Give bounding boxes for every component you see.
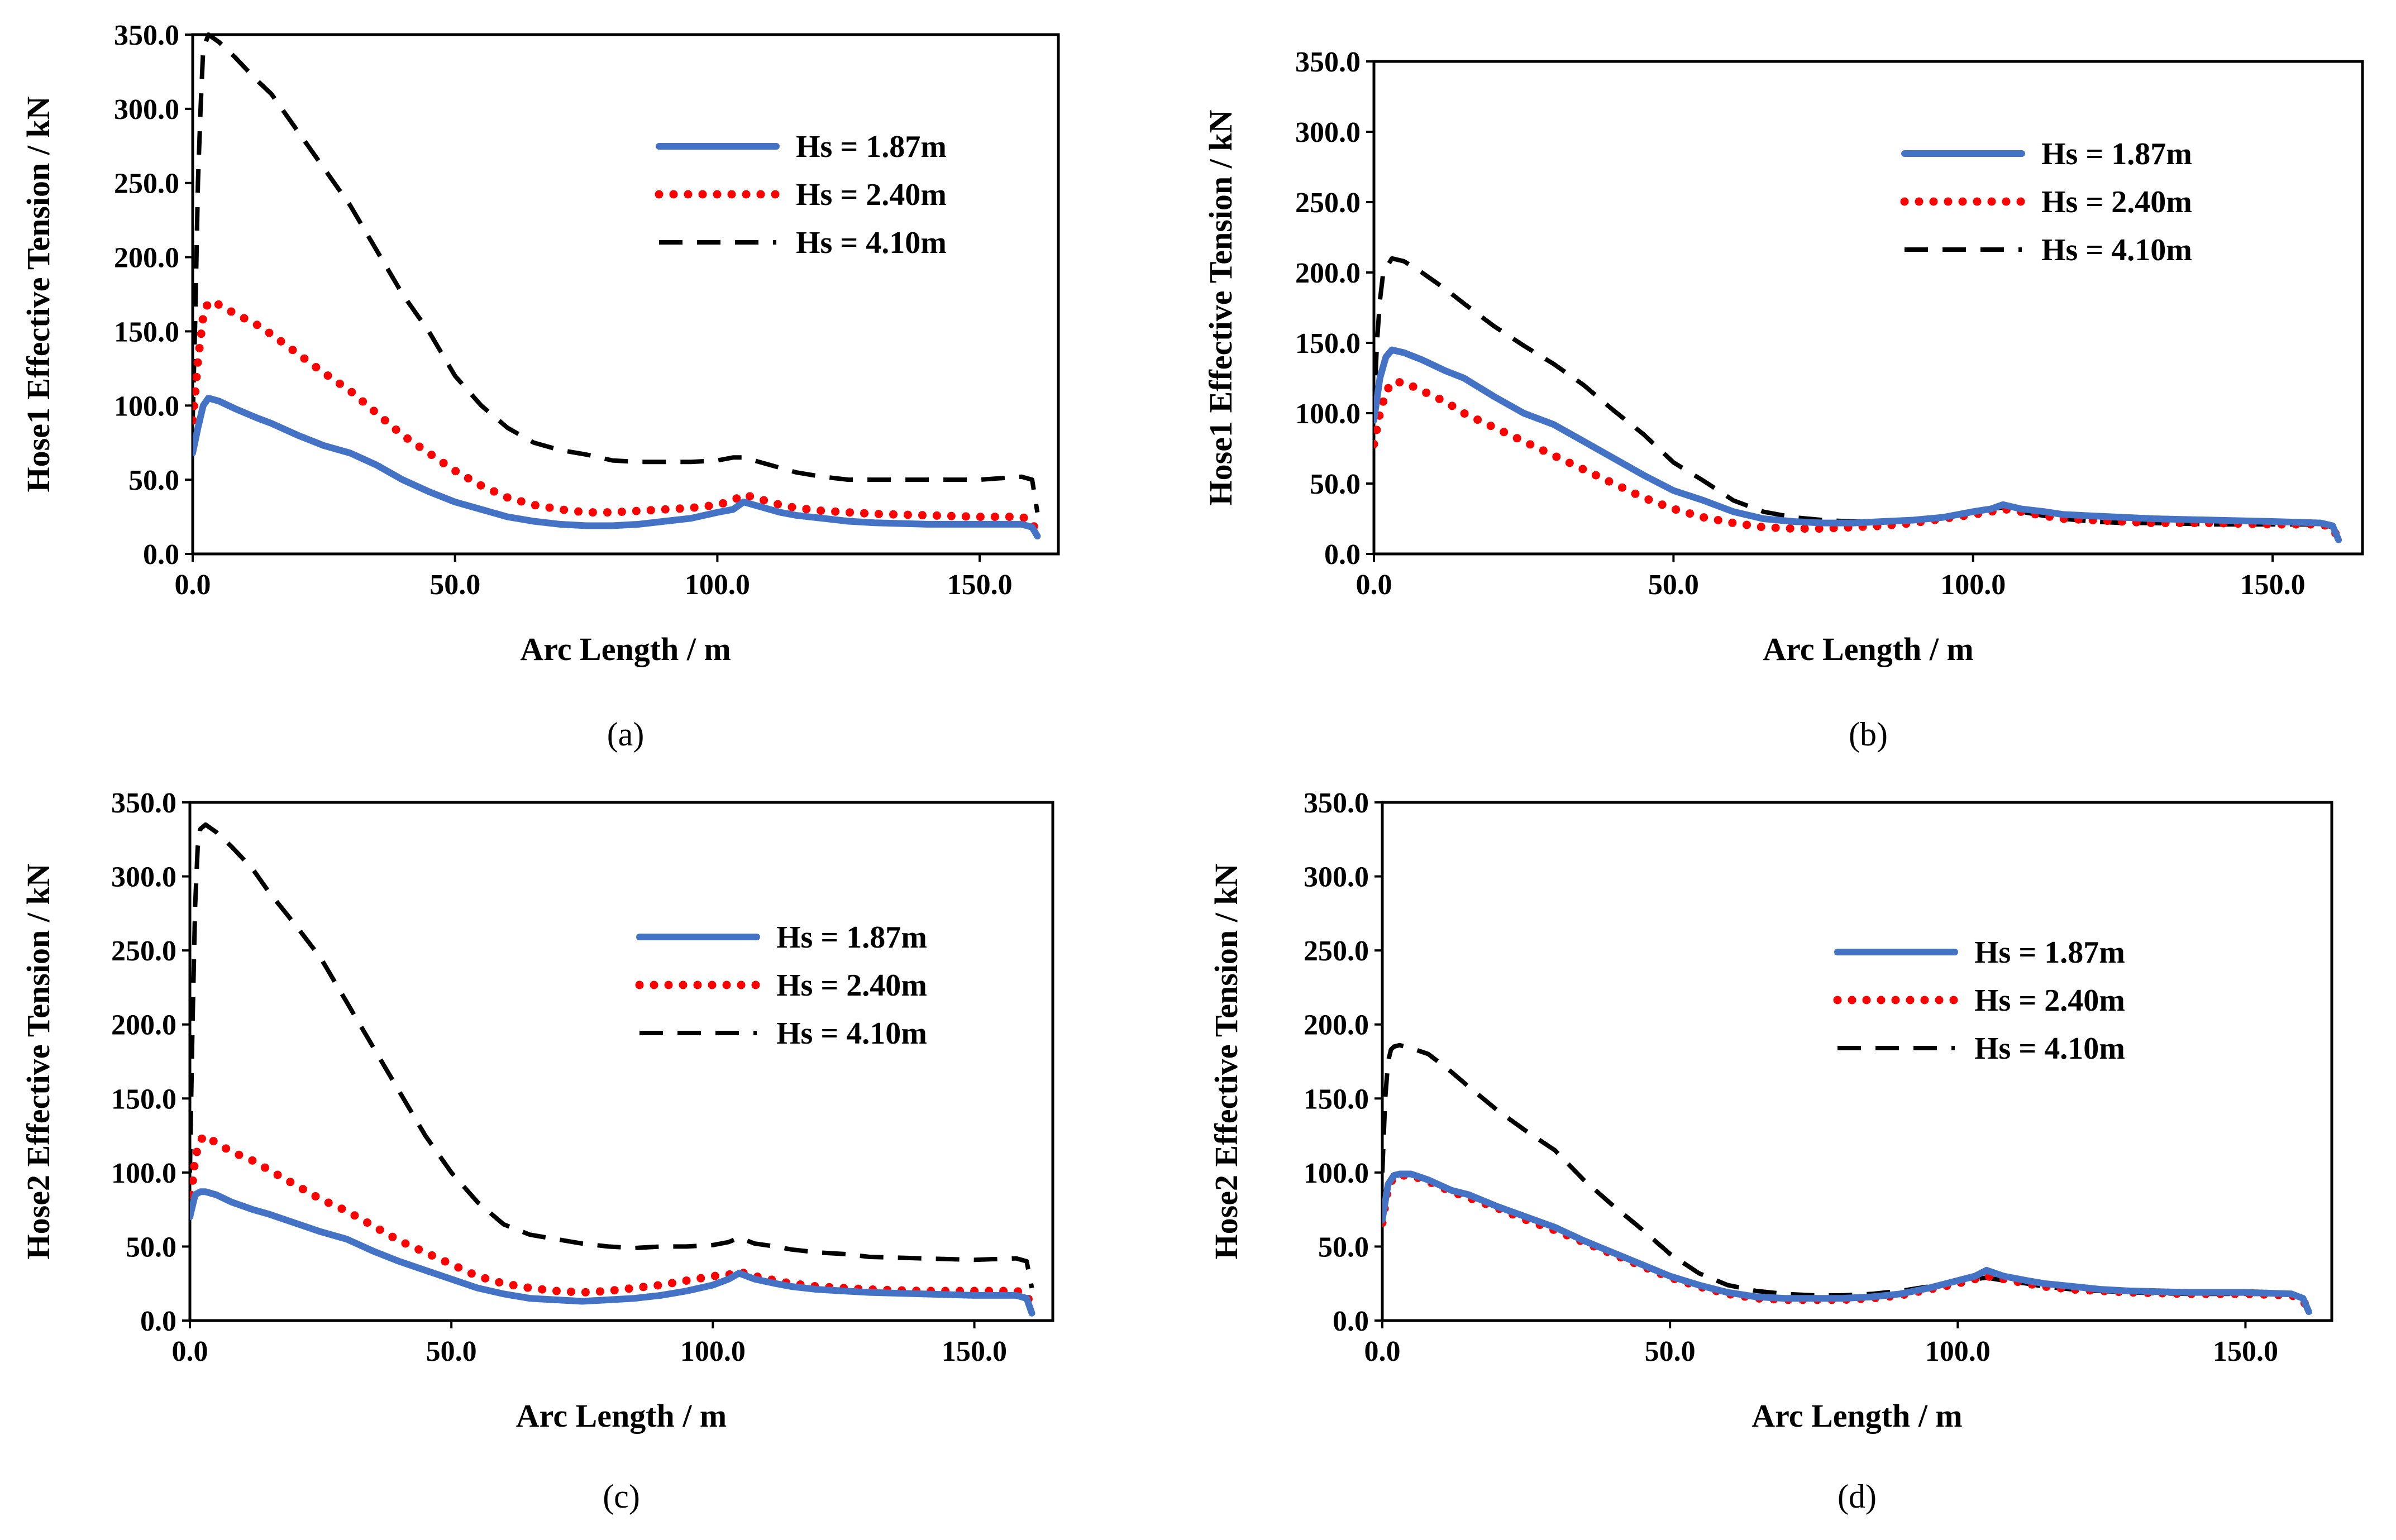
y-axis-label: Hose1 Effective Tension / kN: [1202, 109, 1239, 505]
y-tick-label: 100.0: [1295, 398, 1361, 430]
legend-label-1: Hs = 1.87m: [776, 920, 927, 955]
y-tick-label: 200.0: [111, 1010, 176, 1041]
y-tick-label: 50.0: [1310, 468, 1361, 500]
y-tick-label: 50.0: [128, 465, 179, 496]
y-axis-label: Hose1 Effective Tension / kN: [20, 96, 56, 492]
legend-label-1: Hs = 1.87m: [1974, 935, 2125, 970]
x-tick-label: 0.0: [1356, 569, 1392, 601]
panel-caption: (d): [1837, 1478, 1877, 1515]
chart-panel-b: 0.0 50.0 100.0 150.0 200.0 250.0 300.0 350.0 0.0…: [1202, 46, 2364, 753]
y-tick-label: 200.0: [114, 242, 179, 274]
y-tick-label: 150.0: [111, 1083, 176, 1115]
series-line-3: [1374, 256, 2341, 541]
legend-label-2: Hs = 2.40m: [2041, 185, 2192, 219]
y-tick-label: 300.0: [1304, 862, 1369, 893]
y-tick-label: 150.0: [1295, 328, 1361, 360]
series-line-2: [193, 297, 1042, 541]
series-line-3: [193, 32, 1040, 513]
legend-label-2: Hs = 2.40m: [776, 968, 927, 1003]
x-tick-label: 50.0: [1648, 569, 1699, 601]
legend-label-2: Hs = 2.40m: [796, 178, 947, 212]
series-line-3: [1382, 1042, 2311, 1310]
y-tick-label: 50.0: [1318, 1231, 1369, 1263]
legend-label-2: Hs = 2.40m: [1974, 983, 2125, 1018]
y-tick-label: 0.0: [1333, 1305, 1369, 1337]
series-line-1: [190, 1188, 1035, 1317]
legend: Hs = 1.87m Hs = 2.40m Hs = 4.10m: [635, 920, 927, 1051]
y-axis-label: Hose2 Effective Tension / kN: [1208, 863, 1244, 1259]
y-tick-label: 350.0: [1295, 46, 1361, 78]
legend-label-3: Hs = 4.10m: [1974, 1031, 2125, 1066]
y-tick-label: 300.0: [1295, 117, 1361, 149]
x-tick-label: 100.0: [680, 1336, 746, 1367]
legend-label-3: Hs = 4.10m: [776, 1016, 927, 1051]
series-line-1: [1382, 1170, 2312, 1316]
y-tick-label: 150.0: [1304, 1083, 1369, 1115]
y-tick-label: 50.0: [126, 1231, 176, 1263]
y-tick-label: 250.0: [1295, 187, 1361, 219]
x-tick-label: 0.0: [172, 1336, 208, 1367]
y-tick-label: 350.0: [114, 20, 179, 51]
chart-panel-c: 0.0 50.0 100.0 150.0 200.0 250.0 300.0 350.0 0.0…: [20, 787, 1054, 1515]
y-tick-label: 350.0: [111, 787, 176, 819]
x-tick-label: 50.0: [429, 569, 480, 601]
series-line-3: [190, 822, 1034, 1289]
legend-label-1: Hs = 1.87m: [2041, 137, 2192, 171]
legend-label-3: Hs = 4.10m: [796, 226, 947, 260]
legend-label-3: Hs = 4.10m: [2041, 233, 2192, 267]
x-axis-label: Arc Length / m: [520, 631, 731, 667]
y-tick-label: 350.0: [1304, 787, 1369, 819]
y-tick-label: 0.0: [143, 539, 179, 571]
x-tick-label: 150.0: [2213, 1336, 2278, 1367]
y-tick-label: 250.0: [111, 935, 176, 967]
y-tick-label: 200.0: [1304, 1010, 1369, 1041]
y-tick-label: 100.0: [114, 390, 179, 422]
x-tick-label: 50.0: [1645, 1336, 1696, 1367]
y-tick-label: 200.0: [1295, 257, 1361, 289]
x-tick-label: 50.0: [426, 1336, 477, 1367]
y-tick-label: 100.0: [1304, 1158, 1369, 1189]
series-line-1: [1374, 346, 2342, 543]
panel-caption: (b): [1849, 716, 1888, 753]
legend-label-1: Hs = 1.87m: [796, 130, 947, 164]
plot-frame: [191, 33, 1060, 556]
chart-panel-a: 0.0 50.0 100.0 150.0 200.0 250.0 300.0 350.0 0.0…: [20, 20, 1060, 753]
x-axis-label: Arc Length / m: [1751, 1398, 1963, 1434]
y-tick-label: 0.0: [140, 1305, 176, 1337]
y-tick-label: 250.0: [1304, 935, 1369, 967]
x-tick-label: 0.0: [175, 569, 211, 601]
plot-frame: [188, 801, 1054, 1322]
legend: Hs = 1.87m Hs = 2.40m Hs = 4.10m: [655, 130, 947, 260]
series-line-2: [190, 1131, 1036, 1313]
x-axis-label: Arc Length / m: [1763, 631, 1974, 667]
y-tick-label: 300.0: [114, 94, 179, 126]
panel-caption: (c): [603, 1478, 640, 1515]
plot-frame: [1381, 801, 2333, 1322]
x-axis-label: Arc Length / m: [516, 1398, 727, 1434]
x-tick-label: 150.0: [947, 569, 1013, 601]
y-tick-label: 150.0: [114, 316, 179, 348]
chart-panel-d: 0.0 50.0 100.0 150.0 200.0 250.0 300.0 350.0 0.0…: [1208, 787, 2333, 1515]
plot-frame: [1372, 60, 2364, 556]
x-tick-label: 100.0: [685, 569, 750, 601]
legend: Hs = 1.87m Hs = 2.40m Hs = 4.10m: [1900, 137, 2192, 267]
series-line-1: [193, 395, 1041, 540]
series-line-2: [1374, 378, 2343, 544]
x-tick-label: 100.0: [1940, 569, 2006, 601]
y-tick-label: 250.0: [114, 168, 179, 200]
x-tick-label: 100.0: [1925, 1336, 1991, 1367]
y-axis-label: Hose2 Effective Tension / kN: [20, 863, 56, 1259]
y-tick-label: 100.0: [111, 1158, 176, 1189]
x-tick-label: 150.0: [2240, 569, 2306, 601]
y-tick-label: 0.0: [1324, 539, 1361, 571]
y-tick-label: 300.0: [111, 862, 176, 893]
panel-caption: (a): [607, 716, 645, 753]
x-tick-label: 0.0: [1364, 1336, 1401, 1367]
legend: Hs = 1.87m Hs = 2.40m Hs = 4.10m: [1833, 935, 2125, 1066]
x-tick-label: 150.0: [942, 1336, 1007, 1367]
